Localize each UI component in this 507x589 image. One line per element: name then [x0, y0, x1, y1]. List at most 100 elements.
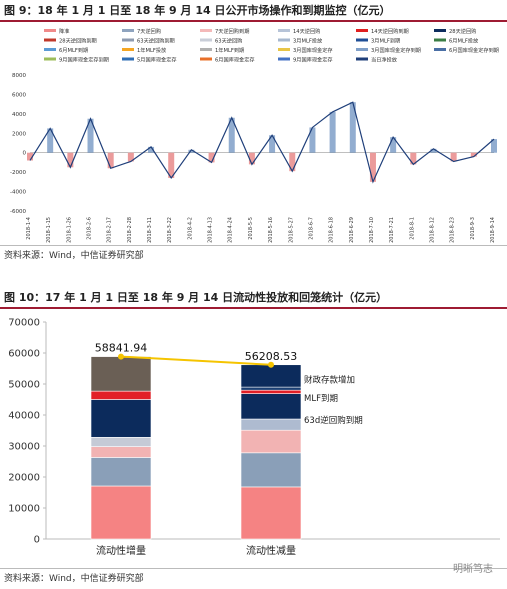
annotation-label: 财政存款增加	[304, 374, 355, 385]
legend-label: 14天逆回购到期	[371, 27, 409, 35]
figure9-bottom-rule	[0, 245, 507, 246]
net-injection-bar	[67, 152, 74, 168]
x-tick-label: 2018-8-12	[429, 217, 435, 243]
net-injection-bar	[168, 152, 175, 178]
category-label: 流动性增量	[96, 544, 146, 557]
net-injection-bar	[329, 111, 336, 153]
x-tick-label: 2018-4-13	[208, 217, 214, 243]
y-tick-label: 60000	[8, 349, 40, 360]
x-tick-label: 2018-2-17	[107, 217, 113, 243]
legend-swatch	[122, 29, 134, 32]
legend-label: 6月国库现金定存到期	[449, 46, 499, 54]
legend-label: 9月国库现金定存	[293, 56, 333, 64]
net-injection-bar	[228, 117, 235, 153]
x-tick-label: 2018-7-10	[369, 217, 375, 243]
legend-label: 3月国库现金定存到期	[371, 46, 421, 54]
legend-swatch	[200, 29, 212, 32]
x-tick-label: 2018-4-24	[228, 217, 234, 243]
legend-swatch	[200, 57, 212, 61]
stacked-bar-segment	[240, 486, 302, 540]
x-tick-label: 2018-5-16	[268, 217, 274, 243]
net-injection-bar	[390, 137, 397, 153]
x-tick-label: 2018-5-5	[248, 217, 254, 240]
totals-line	[120, 355, 272, 366]
category-label: 流动性减量	[246, 544, 296, 557]
legend-label: 28天逆回购	[449, 27, 476, 35]
x-tick-label: 2018-9-3	[470, 217, 476, 240]
y-tick-label: 20000	[8, 473, 40, 484]
legend-label: 当日净投放	[371, 56, 398, 64]
net-injection-bar	[27, 152, 33, 161]
legend-label: 6月国库现金定存	[215, 56, 255, 64]
legend-label: 3月MLF到期	[371, 38, 400, 45]
total-label: 56208.53	[245, 350, 298, 363]
stacked-bar-segment	[90, 399, 152, 438]
stacked-bar-segment	[240, 389, 302, 394]
x-tick-label: 2018-1-26	[66, 217, 72, 243]
net-injection-bar	[127, 152, 134, 162]
legend-swatch	[278, 29, 290, 32]
figure10-chart: 0 10000 20000 30000 40000 50000 60000 70000 流动性增…	[8, 318, 500, 557]
legend-label: 降准	[59, 27, 69, 35]
legend-swatch	[356, 38, 368, 42]
y-tick-label: -4000	[10, 190, 26, 196]
stacked-bar-segment	[90, 437, 152, 447]
legend-swatch	[434, 48, 446, 51]
legend-label: 6月MLF到期	[59, 47, 88, 54]
legend-swatch	[356, 57, 368, 61]
annotation-label: MLF到期	[304, 394, 338, 404]
legend-label: 28天逆回购到期	[59, 37, 97, 45]
legend-label: 9月国库现金定存到期	[59, 56, 109, 64]
net-injection-line	[29, 101, 495, 184]
stacked-bar-segment	[240, 364, 302, 388]
y-tick-label: 4000	[12, 112, 26, 118]
legend-swatch	[356, 48, 368, 51]
stacked-bar-segment	[90, 457, 152, 487]
legend-label: 6月MLF投放	[449, 37, 479, 45]
x-tick-label: 2018-7-21	[389, 217, 395, 243]
figure9-title: 图 9：18 年 1 月 1 日至 18 年 9 月 14 日公开市场操作和到期…	[4, 4, 391, 17]
y-tick-label: 8000	[12, 73, 26, 79]
x-tick-label: 2018-6-7	[308, 217, 314, 240]
figure10-source: 资料来源：Wind，中信证券研究部	[4, 574, 144, 584]
x-tick-label: 2018-2-6	[87, 217, 93, 240]
y-tick-label: -6000	[10, 209, 26, 215]
legend-swatch	[44, 48, 56, 51]
x-tick-label: 2018-6-29	[349, 217, 355, 243]
legend-label: 1年MLF到期	[215, 46, 244, 54]
net-injection-bar	[491, 139, 497, 153]
legend-swatch	[278, 48, 290, 51]
legend-label: 7天逆回购	[137, 27, 161, 35]
net-injection-bar	[349, 102, 356, 153]
legend-label: 3月MLF投放	[293, 37, 323, 45]
stacked-bar-segment	[240, 452, 302, 488]
x-tick-label: 2018-5-27	[288, 217, 294, 243]
legend-swatch	[122, 57, 134, 61]
y-tick-label: 0	[23, 151, 27, 157]
annotation-label: 63d逆回购到期	[304, 415, 363, 426]
net-injection-bar	[289, 152, 296, 172]
stacked-bar-segment	[90, 446, 152, 458]
legend-swatch	[278, 57, 290, 61]
net-injection-bar	[369, 152, 376, 182]
legend-label: 63天逆回购到期	[137, 37, 175, 45]
legend-label: 63天逆回购	[215, 37, 242, 45]
stacked-bar-segment	[240, 429, 302, 454]
figure10-title: 图 10：17 年 1 月 1 日至 18 年 9 月 14 日流动性投放和回笼…	[4, 291, 388, 304]
y-tick-label: 6000	[12, 92, 26, 98]
net-injection-bar	[248, 152, 255, 165]
stacked-bar-segment	[90, 485, 152, 540]
net-injection-bar	[450, 152, 457, 162]
legend-swatch	[434, 29, 446, 32]
stacked-bar-segment	[90, 356, 152, 392]
stacked-bar-segment	[240, 418, 302, 431]
net-injection-bar	[470, 152, 477, 157]
y-tick-label: 30000	[8, 442, 40, 453]
stacked-bar-segment	[90, 390, 152, 400]
x-tick-label: 2018-8-1	[409, 217, 415, 240]
net-injection-bar	[107, 152, 114, 169]
legend-swatch	[44, 57, 56, 61]
figure10-bottom-rule	[0, 568, 507, 569]
legend-swatch	[278, 38, 290, 42]
net-injection-bar	[87, 118, 94, 153]
